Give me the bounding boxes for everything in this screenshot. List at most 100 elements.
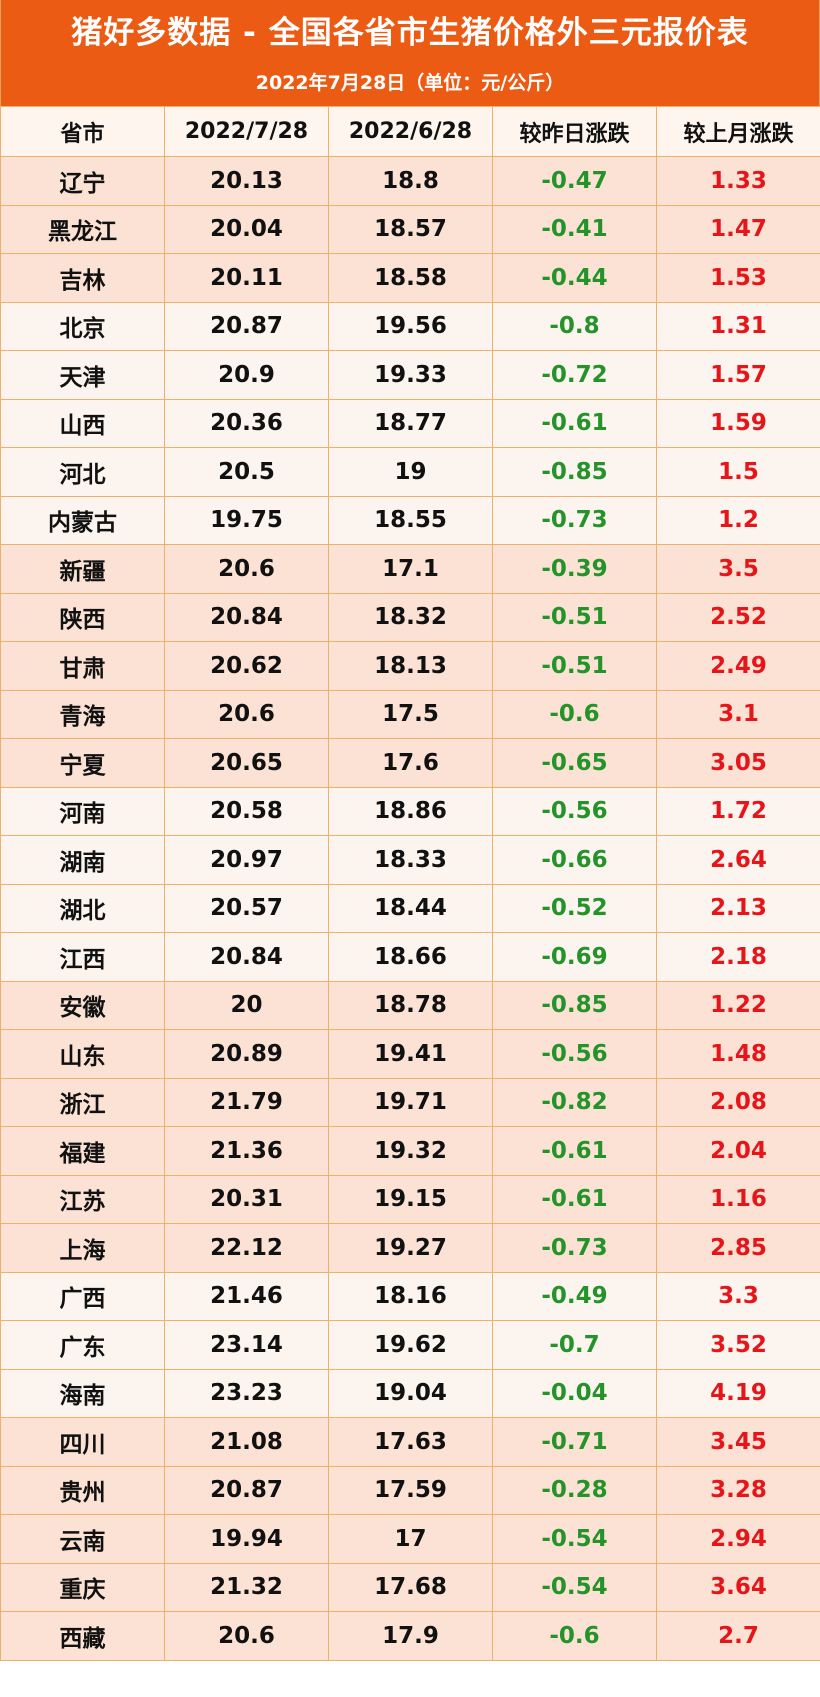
table-body: 辽宁 20.13 18.8 -0.47 1.33 黑龙江 20.04 18.57 -0.41 1.…: [0, 156, 820, 1661]
current-price-cell: 21.79: [164, 1077, 329, 1127]
report-subtitle: 2022年7月28日（单位：元/公斤）: [255, 72, 565, 94]
province-cell: 云南: [0, 1514, 165, 1564]
province-cell: 甘肃: [0, 641, 165, 691]
table-row: 上海 22.12 19.27 -0.73 2.85: [0, 1223, 820, 1273]
monthly-change-cell: 3.05: [656, 738, 820, 788]
last-month-price-cell: 19.56: [328, 301, 493, 351]
monthly-change-cell: 1.33: [656, 156, 820, 206]
monthly-change-cell: 1.31: [656, 301, 820, 351]
table-row: 西藏 20.6 17.9 -0.6 2.7: [0, 1611, 820, 1661]
table-row: 广东 23.14 19.62 -0.7 3.52: [0, 1320, 820, 1370]
table-row: 青海 20.6 17.5 -0.6 3.1: [0, 689, 820, 739]
daily-change-cell: -0.73: [492, 495, 657, 545]
daily-change-cell: -0.6: [492, 1611, 657, 1661]
last-month-price-cell: 18.86: [328, 786, 493, 836]
last-month-price-cell: 19.15: [328, 1174, 493, 1224]
monthly-change-cell: 3.45: [656, 1417, 820, 1467]
last-month-price-cell: 19.41: [328, 1029, 493, 1079]
province-cell: 贵州: [0, 1465, 165, 1515]
province-cell: 湖北: [0, 883, 165, 933]
current-price-cell: 20.84: [164, 592, 329, 642]
province-cell: 河北: [0, 447, 165, 497]
monthly-change-cell: 2.49: [656, 641, 820, 691]
header-daily-change: 较昨日涨跌: [492, 106, 657, 157]
monthly-change-cell: 3.3: [656, 1271, 820, 1321]
last-month-price-cell: 18.55: [328, 495, 493, 545]
current-price-cell: 20.57: [164, 883, 329, 933]
monthly-change-cell: 1.5: [656, 447, 820, 497]
daily-change-cell: -0.56: [492, 1029, 657, 1079]
current-price-cell: 20.04: [164, 204, 329, 254]
daily-change-cell: -0.04: [492, 1368, 657, 1418]
table-row: 安徽 20 18.78 -0.85 1.22: [0, 980, 820, 1030]
current-price-cell: 20.9: [164, 350, 329, 400]
table-row: 海南 23.23 19.04 -0.04 4.19: [0, 1368, 820, 1418]
current-price-cell: 20.13: [164, 156, 329, 206]
last-month-price-cell: 19: [328, 447, 493, 497]
last-month-price-cell: 18.33: [328, 835, 493, 885]
province-cell: 四川: [0, 1417, 165, 1467]
province-cell: 黑龙江: [0, 204, 165, 254]
current-price-cell: 20.65: [164, 738, 329, 788]
province-cell: 江西: [0, 932, 165, 982]
last-month-price-cell: 18.13: [328, 641, 493, 691]
daily-change-cell: -0.47: [492, 156, 657, 206]
table-row: 内蒙古 19.75 18.55 -0.73 1.2: [0, 495, 820, 545]
monthly-change-cell: 1.59: [656, 398, 820, 448]
daily-change-cell: -0.61: [492, 398, 657, 448]
daily-change-cell: -0.61: [492, 1126, 657, 1176]
daily-change-cell: -0.44: [492, 253, 657, 303]
province-cell: 天津: [0, 350, 165, 400]
province-cell: 河南: [0, 786, 165, 836]
table-row: 山东 20.89 19.41 -0.56 1.48: [0, 1029, 820, 1079]
province-cell: 内蒙古: [0, 495, 165, 545]
daily-change-cell: -0.66: [492, 835, 657, 885]
last-month-price-cell: 18.57: [328, 204, 493, 254]
daily-change-cell: -0.49: [492, 1271, 657, 1321]
daily-change-cell: -0.69: [492, 932, 657, 982]
last-month-price-cell: 17.63: [328, 1417, 493, 1467]
monthly-change-cell: 1.16: [656, 1174, 820, 1224]
monthly-change-cell: 2.13: [656, 883, 820, 933]
province-cell: 浙江: [0, 1077, 165, 1127]
province-cell: 江苏: [0, 1174, 165, 1224]
last-month-price-cell: 17: [328, 1514, 493, 1564]
current-price-cell: 23.23: [164, 1368, 329, 1418]
last-month-price-cell: 18.58: [328, 253, 493, 303]
table-row: 湖北 20.57 18.44 -0.52 2.13: [0, 883, 820, 933]
table-row: 云南 19.94 17 -0.54 2.94: [0, 1514, 820, 1564]
current-price-cell: 20.11: [164, 253, 329, 303]
table-row: 宁夏 20.65 17.6 -0.65 3.05: [0, 738, 820, 788]
last-month-price-cell: 17.5: [328, 689, 493, 739]
last-month-price-cell: 18.8: [328, 156, 493, 206]
daily-change-cell: -0.71: [492, 1417, 657, 1467]
daily-change-cell: -0.85: [492, 447, 657, 497]
current-price-cell: 20.87: [164, 301, 329, 351]
daily-change-cell: -0.73: [492, 1223, 657, 1273]
monthly-change-cell: 1.48: [656, 1029, 820, 1079]
last-month-price-cell: 17.59: [328, 1465, 493, 1515]
current-price-cell: 20.84: [164, 932, 329, 982]
monthly-change-cell: 3.52: [656, 1320, 820, 1370]
monthly-change-cell: 2.04: [656, 1126, 820, 1176]
table-row: 河南 20.58 18.86 -0.56 1.72: [0, 786, 820, 836]
daily-change-cell: -0.65: [492, 738, 657, 788]
daily-change-cell: -0.56: [492, 786, 657, 836]
daily-change-cell: -0.61: [492, 1174, 657, 1224]
monthly-change-cell: 3.28: [656, 1465, 820, 1515]
last-month-price-cell: 17.68: [328, 1562, 493, 1612]
table-row: 福建 21.36 19.32 -0.61 2.04: [0, 1126, 820, 1176]
province-cell: 北京: [0, 301, 165, 351]
table-row: 新疆 20.6 17.1 -0.39 3.5: [0, 544, 820, 594]
monthly-change-cell: 2.52: [656, 592, 820, 642]
current-price-cell: 21.32: [164, 1562, 329, 1612]
province-cell: 青海: [0, 689, 165, 739]
table-row: 辽宁 20.13 18.8 -0.47 1.33: [0, 156, 820, 206]
province-cell: 西藏: [0, 1611, 165, 1661]
table-row: 江西 20.84 18.66 -0.69 2.18: [0, 932, 820, 982]
monthly-change-cell: 1.22: [656, 980, 820, 1030]
last-month-price-cell: 18.66: [328, 932, 493, 982]
last-month-price-cell: 18.78: [328, 980, 493, 1030]
current-price-cell: 19.94: [164, 1514, 329, 1564]
monthly-change-cell: 1.47: [656, 204, 820, 254]
